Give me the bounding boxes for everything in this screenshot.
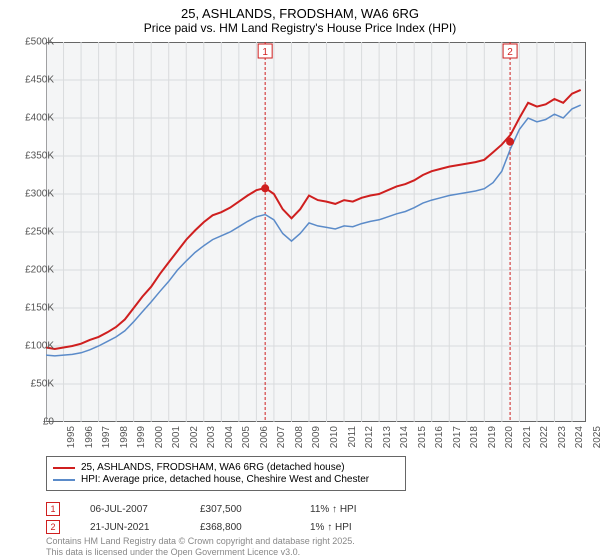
credit-line2: This data is licensed under the Open Gov… [46, 547, 355, 558]
y-tick-label: £150K [10, 303, 54, 314]
x-tick-label: 2015 [417, 426, 428, 466]
marker-delta: 1% ↑ HPI [310, 522, 420, 533]
marker-delta: 11% ↑ HPI [310, 504, 420, 515]
svg-text:1: 1 [262, 47, 268, 58]
y-tick-label: £400K [10, 113, 54, 124]
marker-row: 1 06-JUL-2007£307,50011% ↑ HPI [46, 502, 420, 516]
legend-label: 25, ASHLANDS, FRODSHAM, WA6 6RG (detache… [81, 462, 345, 473]
chart-area: 12 [46, 42, 586, 422]
x-tick-label: 2016 [434, 426, 445, 466]
y-tick-label: £50K [10, 379, 54, 390]
y-tick-label: £500K [10, 37, 54, 48]
chart-title: 25, ASHLANDS, FRODSHAM, WA6 6RG Price pa… [0, 0, 600, 35]
marker-number-box: 1 [46, 502, 60, 516]
marker-price: £307,500 [200, 504, 310, 515]
y-tick-label: £250K [10, 227, 54, 238]
y-tick-label: £0 [10, 417, 54, 428]
x-tick-label: 2024 [574, 426, 585, 466]
marker-number-box: 2 [46, 520, 60, 534]
legend-row: HPI: Average price, detached house, Ches… [53, 474, 399, 485]
y-tick-label: £350K [10, 151, 54, 162]
x-tick-label: 2025 [592, 426, 600, 466]
y-tick-label: £200K [10, 265, 54, 276]
x-tick-label: 2023 [557, 426, 568, 466]
chart-svg: 12 [46, 42, 586, 422]
title-address: 25, ASHLANDS, FRODSHAM, WA6 6RG [0, 6, 600, 21]
x-tick-label: 2019 [487, 426, 498, 466]
x-tick-label: 2022 [539, 426, 550, 466]
legend-label: HPI: Average price, detached house, Ches… [81, 474, 369, 485]
legend-swatch [53, 467, 75, 469]
marker-table: 1 06-JUL-2007£307,50011% ↑ HPI 2 21-JUN-202… [46, 498, 420, 538]
y-tick-label: £100K [10, 341, 54, 352]
marker-row: 2 21-JUN-2021£368,8001% ↑ HPI [46, 520, 420, 534]
legend-row: 25, ASHLANDS, FRODSHAM, WA6 6RG (detache… [53, 462, 399, 473]
marker-price: £368,800 [200, 522, 310, 533]
title-subtitle: Price paid vs. HM Land Registry's House … [0, 21, 600, 35]
marker-date: 06-JUL-2007 [90, 504, 200, 515]
x-tick-label: 2017 [452, 426, 463, 466]
y-tick-label: £300K [10, 189, 54, 200]
x-tick-label: 2021 [522, 426, 533, 466]
y-tick-label: £450K [10, 75, 54, 86]
svg-text:2: 2 [507, 47, 513, 58]
credit-text: Contains HM Land Registry data © Crown c… [46, 536, 355, 558]
x-tick-label: 2018 [469, 426, 480, 466]
credit-line1: Contains HM Land Registry data © Crown c… [46, 536, 355, 547]
marker-date: 21-JUN-2021 [90, 522, 200, 533]
x-tick-label: 2020 [504, 426, 515, 466]
legend: 25, ASHLANDS, FRODSHAM, WA6 6RG (detache… [46, 456, 406, 491]
legend-swatch [53, 479, 75, 481]
